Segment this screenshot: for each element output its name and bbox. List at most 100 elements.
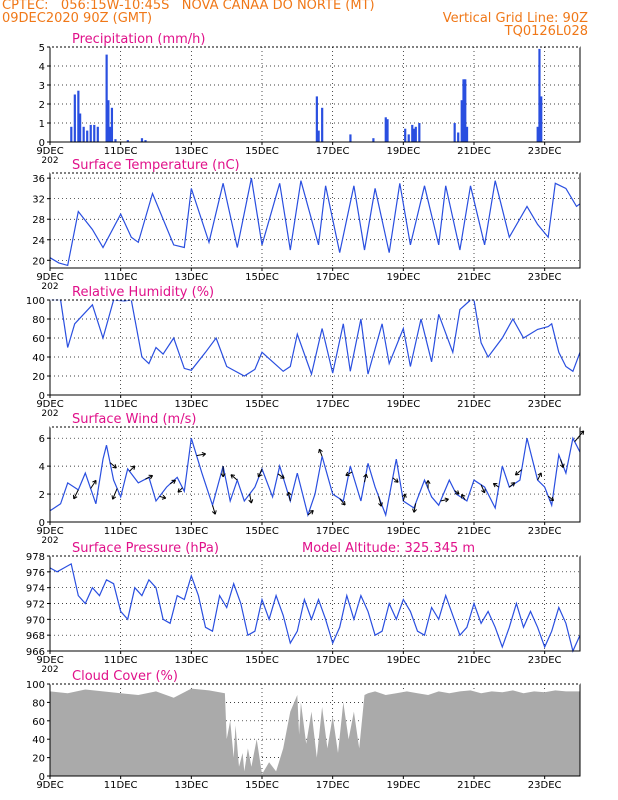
wind-arrow: [515, 469, 523, 476]
precip-bar: [386, 119, 389, 142]
precip-bar: [110, 107, 114, 142]
y-tick-label: 2: [39, 490, 45, 501]
x-tick-label: 17DEC: [316, 526, 350, 537]
precip-bar: [460, 100, 463, 142]
cloud-cover-area: [50, 688, 580, 776]
precip-bar: [107, 100, 110, 142]
precip-bar: [536, 126, 539, 142]
panel-precipitation: [47, 46, 581, 145]
wind-arrow: [537, 472, 542, 481]
precip-bar: [315, 96, 318, 142]
precip-bar: [457, 132, 460, 142]
pressure-line: [49, 562, 581, 653]
y-tick-label: 20: [32, 256, 45, 267]
x-tick-label: 19DEC: [386, 526, 420, 537]
x-tick-label: 19DEC: [386, 146, 420, 157]
wind-arrow-head: [455, 490, 460, 495]
wind-arrow-head: [559, 463, 565, 468]
x-tick-label: 13DEC: [174, 146, 208, 157]
panel-title: Relative Humidity (%): [72, 285, 214, 300]
x-tick-label: 11DEC: [104, 399, 138, 410]
x-tick-label: 17DEC: [316, 272, 350, 283]
precip-bar: [414, 126, 417, 142]
y-tick-label: 0: [39, 138, 45, 149]
y-tick-label: 60: [32, 717, 45, 728]
x-tick-label: 21DEC: [457, 780, 491, 791]
wind-arrow: [129, 465, 136, 472]
x-tick-label: 17DEC: [316, 399, 350, 410]
x-tick-label: 21DEC: [457, 655, 491, 666]
wind-arrow-head: [549, 496, 555, 502]
y-tick-label: 80: [32, 698, 45, 709]
x-tick-label: 9DEC: [36, 146, 63, 157]
y-tick-label: 4: [39, 62, 45, 73]
wind-arrow: [392, 477, 399, 483]
x-tick-label: 9DEC: [36, 780, 63, 791]
y-tick-label: 968: [26, 631, 45, 642]
wind-arrow-head: [425, 480, 431, 485]
x-tick-label: 23DEC: [528, 146, 562, 157]
wind-arrow-head: [309, 510, 314, 515]
precip-bar: [144, 140, 147, 142]
wind-arrow: [413, 503, 417, 513]
y-tick-label: 20: [32, 372, 45, 383]
x-tick-label: 23DEC: [528, 272, 562, 283]
x-tick-label: 17DEC: [316, 780, 350, 791]
wind-arrow-head: [444, 497, 449, 503]
wind-arrow-head: [148, 474, 154, 480]
x-tick-label: 15DEC: [245, 399, 279, 410]
x-tick-label: 11DEC: [104, 780, 138, 791]
precip-bar: [321, 107, 324, 142]
x-tick-label: 13DEC: [174, 272, 208, 283]
x-tick-label: 13DEC: [174, 399, 208, 410]
humidity-line: [50, 299, 581, 377]
temperature-line: [49, 177, 581, 267]
y-tick-label: 5: [39, 43, 45, 54]
wind-arrow-head: [72, 494, 78, 500]
wind-line: [49, 436, 581, 518]
panel-frame: [49, 172, 581, 269]
wind-arrow: [73, 489, 79, 500]
precip-bar: [412, 128, 416, 142]
precip-bar: [465, 126, 469, 142]
x-tick-label: 11DEC: [104, 526, 138, 537]
precip-bar: [372, 138, 375, 142]
x-tick-label: 23DEC: [528, 655, 562, 666]
x-tick-label: 13DEC: [174, 655, 208, 666]
wind-arrow: [461, 494, 466, 501]
x-tick-label: 17DEC: [316, 146, 350, 157]
wind-arrow-head: [92, 479, 97, 485]
x-tick-label: 17DEC: [316, 655, 350, 666]
wind-arrow-head: [171, 479, 176, 485]
wind-arrow-head: [401, 493, 407, 498]
wind-arrow-head: [112, 464, 117, 469]
y-tick-label: 20: [32, 754, 45, 765]
wind-arrow-head: [318, 448, 323, 454]
y-tick-label: 0: [39, 518, 45, 529]
header-model-code: TQ0126L028: [504, 24, 588, 39]
x-tick-label: 19DEC: [386, 780, 420, 791]
panel-humidity: [47, 299, 581, 398]
panel-title: Surface Pressure (hPa): [72, 541, 219, 556]
y-tick-label: 4: [39, 462, 45, 473]
header-vertical-grid: Vertical Grid Line: 90Z: [442, 11, 588, 26]
x-tick-label: 9DEC: [36, 526, 63, 537]
y-tick-label: 40: [32, 353, 45, 364]
x-tick-label: 23DEC: [528, 526, 562, 537]
y-tick-label: 2: [39, 100, 45, 111]
wind-arrow-head: [130, 465, 136, 470]
wind-arrow: [574, 430, 585, 442]
x-tick-label: 15DEC: [245, 526, 279, 537]
y-tick-label: 1: [39, 119, 45, 130]
precip-bar: [453, 123, 456, 142]
wind-arrow: [363, 473, 367, 483]
wind-arrow: [230, 474, 238, 481]
panel-subtitle: Model Altitude: 325.345 m: [302, 541, 475, 556]
precip-bar: [79, 113, 82, 142]
precip-bar: [317, 130, 320, 142]
wind-arrow: [109, 462, 117, 469]
panel-cloud: [47, 683, 581, 779]
x-tick-label: 9DEC: [36, 399, 63, 410]
y-tick-label: 100: [26, 680, 45, 691]
header-line1: CPTEC: 056:15W-10:45S NOVA CANAA DO NORT…: [2, 0, 375, 13]
